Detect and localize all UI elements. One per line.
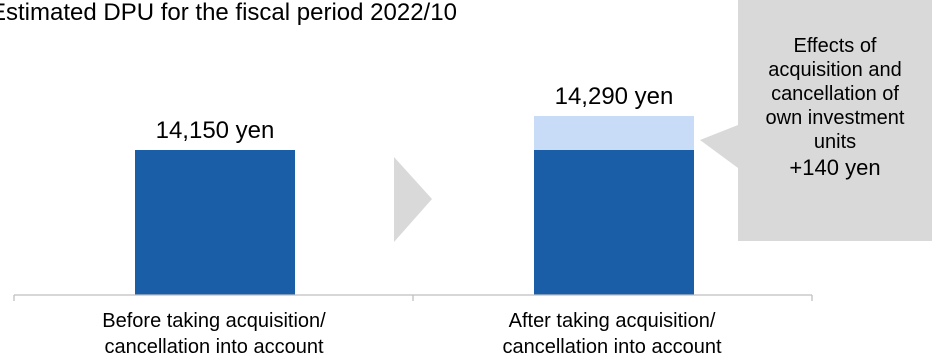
callout-line: cancellation of: [771, 83, 899, 105]
callout-value: +140 yen: [789, 155, 881, 180]
callout-line: Effects of: [793, 35, 877, 57]
callout-text: Effects of acquisition and cancellation …: [738, 34, 932, 180]
callout-box: [700, 0, 932, 241]
x-tick-label-line: After taking acquisition/: [508, 310, 716, 332]
callout-line: own investment: [765, 107, 905, 129]
arrow-icon: [394, 157, 432, 242]
x-tick-label-line: cancellation into account: [502, 336, 722, 358]
data-label-0: 14,150 yen: [156, 117, 275, 144]
bar-increment-1: [534, 116, 694, 150]
x-tick-label-line: Before taking acquisition/: [102, 310, 326, 332]
x-tick-label-before: Before taking acquisition/ cancellation …: [44, 308, 384, 360]
chart-title: Estimated DPU for the fiscal period 2022…: [0, 0, 457, 26]
x-tick-label-after: After taking acquisition/ cancellation i…: [442, 308, 782, 360]
callout-line: acquisition and: [768, 59, 902, 81]
bar-base-0: [135, 150, 295, 295]
data-label-1: 14,290 yen: [555, 83, 674, 110]
bar-base-1: [534, 150, 694, 295]
x-tick-label-line: cancellation into account: [104, 336, 324, 358]
callout-line: units: [813, 131, 857, 153]
